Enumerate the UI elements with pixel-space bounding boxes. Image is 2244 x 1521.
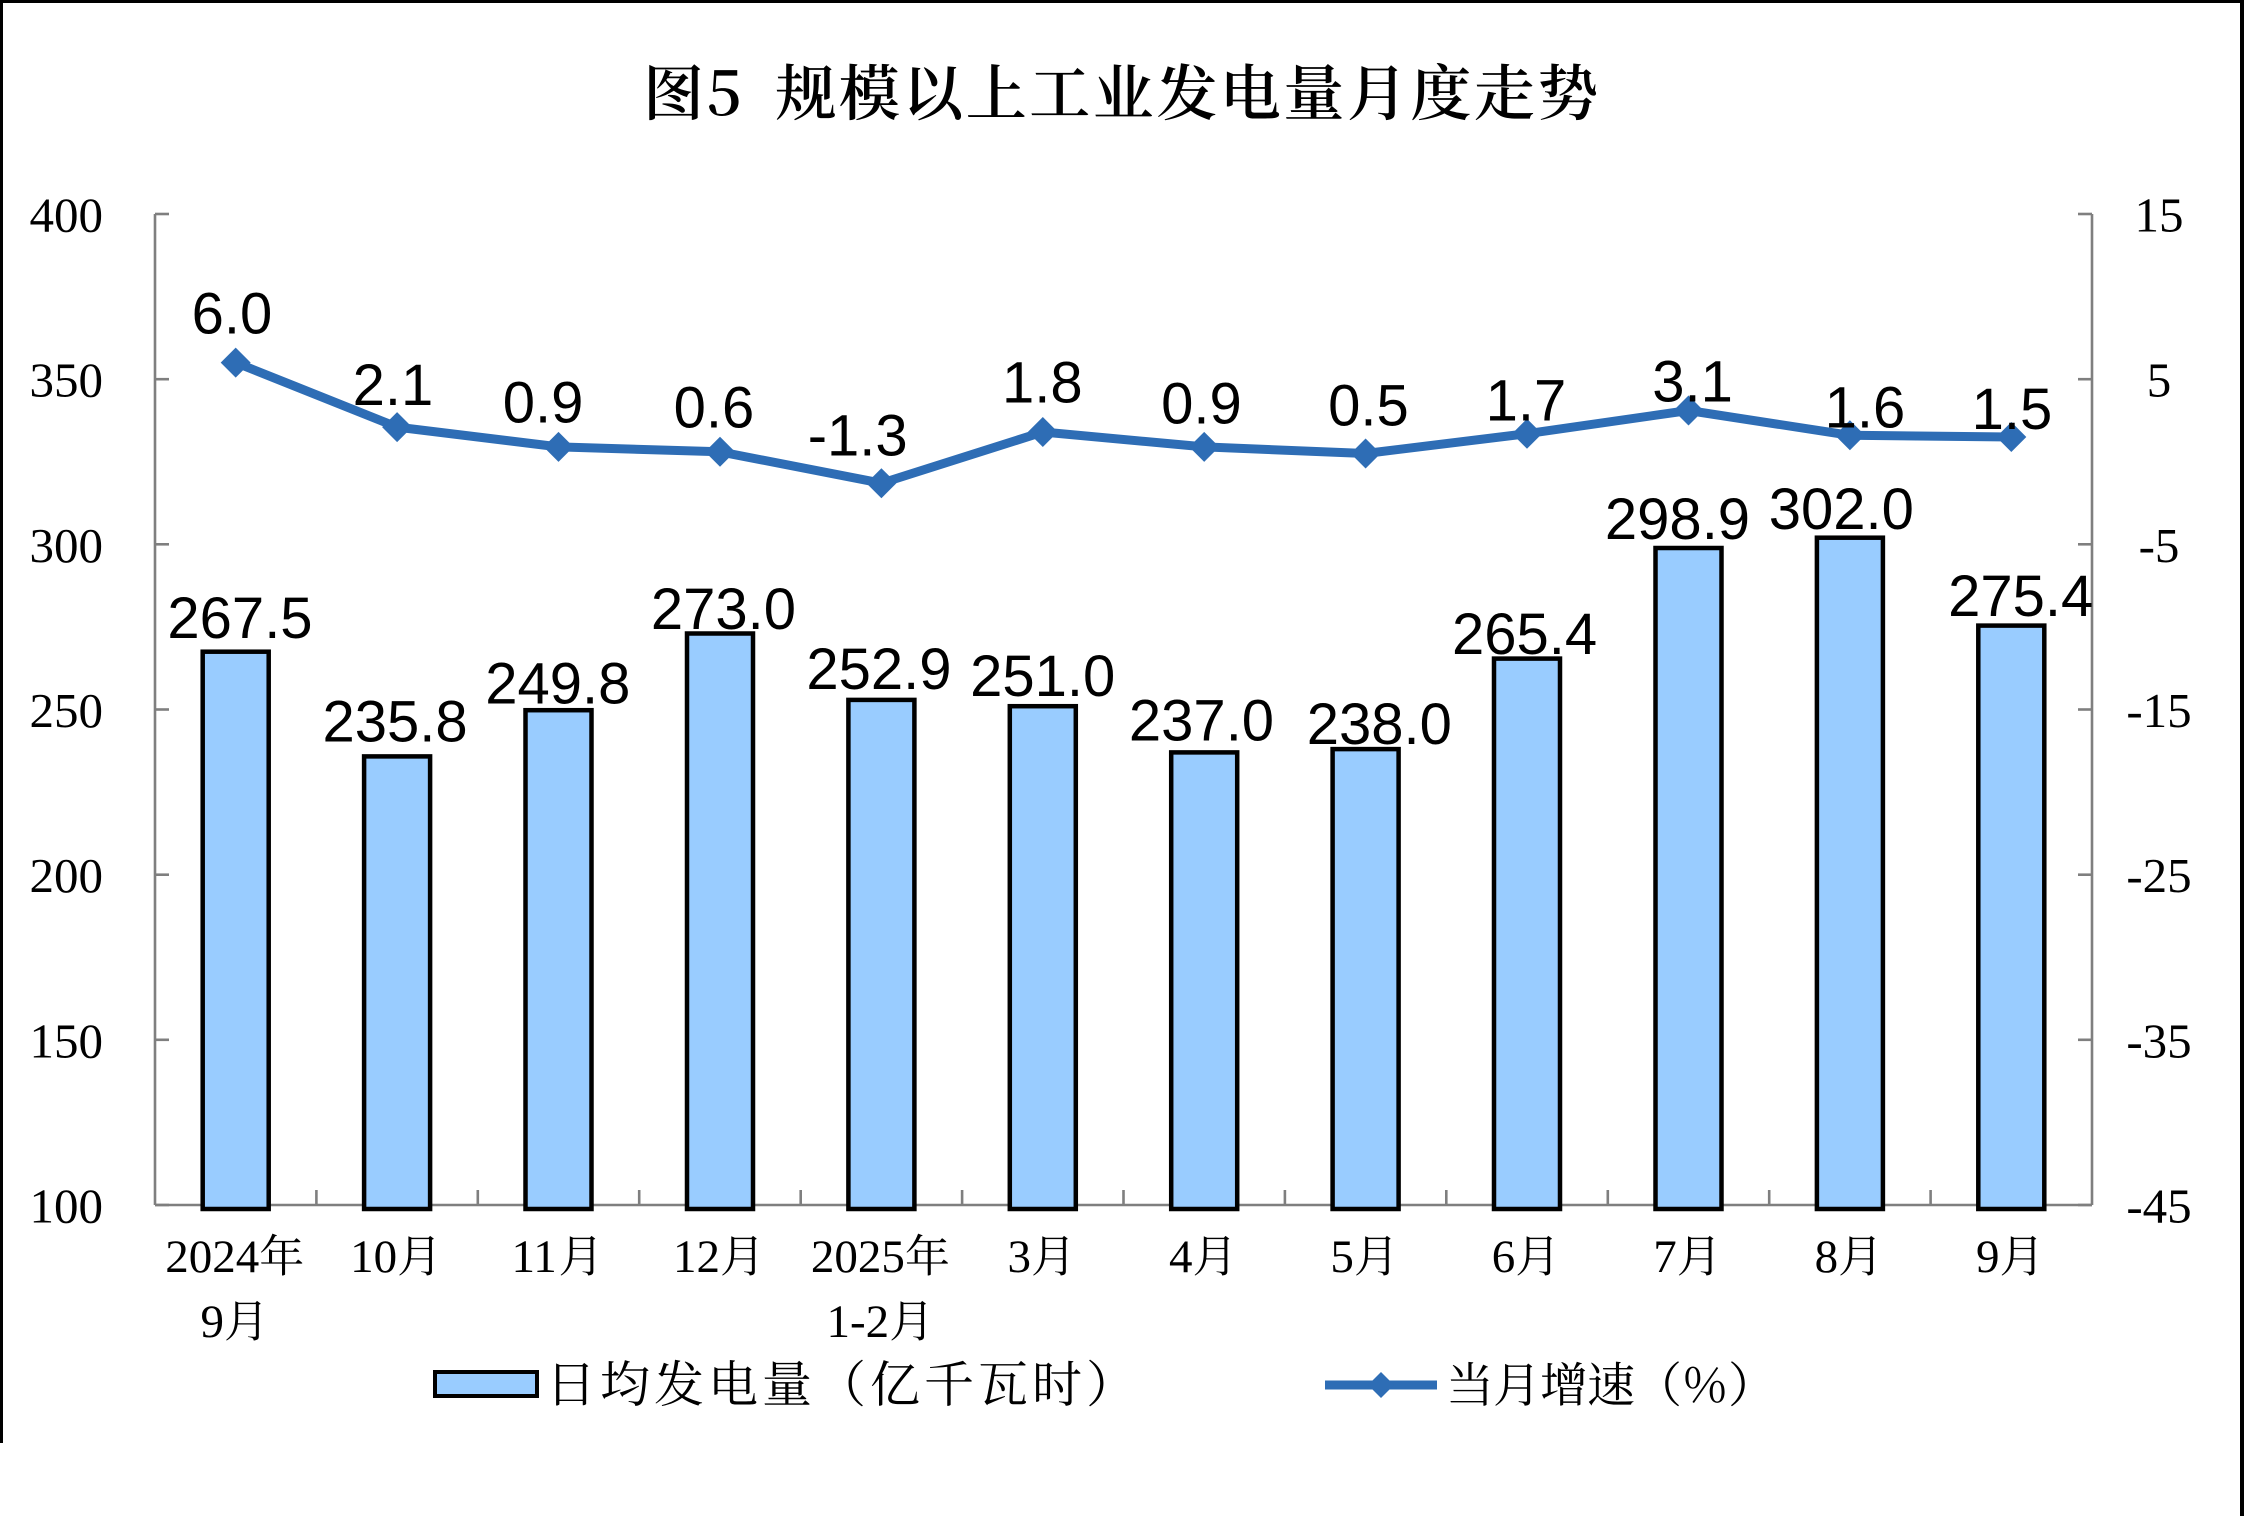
svg-text:5: 5 (2147, 353, 2172, 408)
svg-text:-45: -45 (2126, 1179, 2191, 1234)
svg-text:0.9: 0.9 (503, 370, 584, 435)
svg-text:251.0: 251.0 (970, 644, 1115, 709)
svg-text:10: 10 (350, 1231, 397, 1283)
svg-text:8: 8 (1815, 1231, 1839, 1283)
svg-text:275.4: 275.4 (1948, 564, 2093, 629)
svg-text:2024: 2024 (165, 1231, 259, 1283)
svg-text:237.0: 237.0 (1129, 688, 1274, 753)
svg-text:15: 15 (2135, 188, 2184, 243)
svg-text:0.5: 0.5 (1328, 373, 1409, 438)
svg-text:5: 5 (1330, 1231, 1354, 1283)
svg-text:4: 4 (1169, 1231, 1193, 1283)
svg-text:-5: -5 (2139, 518, 2180, 573)
svg-text:9: 9 (1976, 1231, 2000, 1283)
svg-text:6.0: 6.0 (192, 282, 273, 347)
svg-text:100: 100 (30, 1179, 104, 1234)
svg-text:150: 150 (30, 1013, 104, 1068)
svg-text:1.7: 1.7 (1486, 368, 1567, 433)
svg-text:273.0: 273.0 (651, 577, 796, 642)
svg-text:350: 350 (30, 353, 104, 408)
svg-text:249.8: 249.8 (485, 652, 630, 717)
svg-text:1.6: 1.6 (1825, 375, 1906, 440)
svg-text:-1.3: -1.3 (808, 404, 908, 469)
svg-text:265.4: 265.4 (1452, 602, 1597, 667)
svg-text:235.8: 235.8 (323, 690, 468, 755)
svg-text:2.1: 2.1 (353, 353, 434, 418)
svg-text:0.6: 0.6 (674, 376, 755, 441)
svg-text:250: 250 (30, 683, 104, 738)
svg-text:2025: 2025 (811, 1231, 905, 1283)
svg-text:267.5: 267.5 (167, 586, 312, 651)
svg-text:-35: -35 (2126, 1013, 2191, 1068)
svg-text:302.0: 302.0 (1769, 477, 1914, 542)
svg-text:1-2: 1-2 (827, 1296, 890, 1348)
svg-text:12: 12 (673, 1231, 720, 1283)
svg-text:238.0: 238.0 (1307, 692, 1452, 757)
svg-text:-25: -25 (2126, 848, 2191, 903)
svg-text:400: 400 (30, 188, 104, 243)
svg-text:300: 300 (30, 518, 104, 573)
svg-text:298.9: 298.9 (1605, 487, 1750, 552)
svg-text:7: 7 (1653, 1231, 1677, 1283)
svg-text:3: 3 (1008, 1231, 1032, 1283)
svg-text:3.1: 3.1 (1652, 349, 1733, 414)
svg-text:1.8: 1.8 (1002, 350, 1083, 415)
svg-text:-15: -15 (2126, 683, 2191, 738)
svg-text:0.9: 0.9 (1161, 371, 1242, 436)
svg-text:6: 6 (1492, 1231, 1516, 1283)
svg-text:11: 11 (512, 1231, 557, 1283)
svg-text:200: 200 (30, 848, 104, 903)
svg-text:252.9: 252.9 (806, 637, 951, 702)
svg-text:1.5: 1.5 (1972, 377, 2053, 442)
svg-text:9: 9 (201, 1296, 225, 1348)
